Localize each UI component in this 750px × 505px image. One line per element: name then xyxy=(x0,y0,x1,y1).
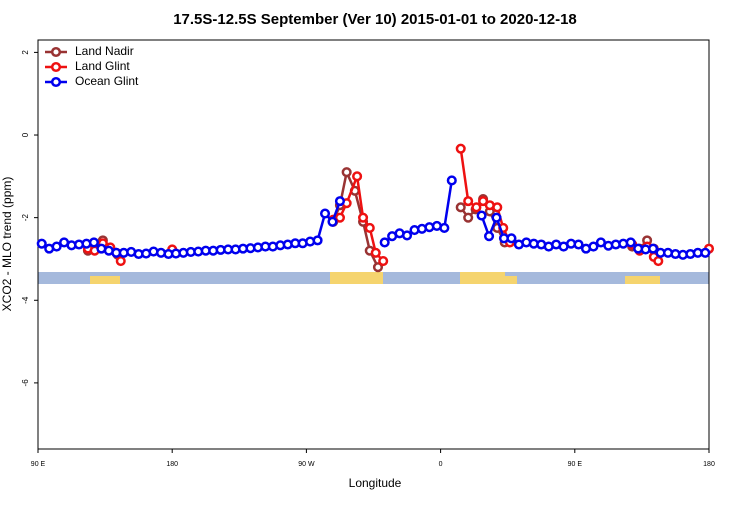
legend-label: Land Nadir xyxy=(75,44,134,58)
data-point xyxy=(402,230,413,241)
data-point xyxy=(648,243,659,254)
data-point xyxy=(484,231,495,242)
data-point xyxy=(573,239,584,250)
data-point xyxy=(327,216,338,227)
land-mask-strip xyxy=(38,272,709,284)
y-tick-label: -4 xyxy=(21,296,30,304)
x-tick-label: 90 E xyxy=(568,461,583,468)
x-tick-label: 0 xyxy=(439,461,443,468)
data-point xyxy=(378,255,389,267)
data-point xyxy=(352,171,363,182)
data-point xyxy=(625,237,636,248)
land-patch xyxy=(460,272,505,284)
land-patch xyxy=(330,272,383,284)
data-point xyxy=(36,238,47,249)
data-point xyxy=(455,143,466,154)
data-point xyxy=(439,222,450,234)
legend-marker xyxy=(50,46,62,58)
data-point xyxy=(491,212,502,223)
data-point xyxy=(334,196,346,207)
y-tick-label: 0 xyxy=(21,132,30,137)
data-point xyxy=(115,255,126,267)
data-point xyxy=(588,241,599,252)
data-point xyxy=(455,202,466,213)
data-point xyxy=(463,212,474,223)
x-axis-label: Longitude xyxy=(349,476,402,490)
legend-label: Land Glint xyxy=(75,59,130,73)
data-point xyxy=(51,241,62,252)
x-tick-label: 180 xyxy=(703,461,715,468)
legend-label: Ocean Glint xyxy=(75,74,139,88)
y-tick-label: -6 xyxy=(21,379,30,387)
data-point xyxy=(358,212,369,223)
y-tick-label: -2 xyxy=(21,214,30,222)
data-point xyxy=(492,202,503,213)
data-point xyxy=(341,167,352,178)
y-axis-label: XCO2 - MLO trend (ppm) xyxy=(0,177,14,312)
data-point xyxy=(88,237,99,248)
x-tick-label: 90 W xyxy=(298,461,315,468)
data-point xyxy=(476,210,487,221)
data-point xyxy=(478,196,489,207)
legend-marker xyxy=(50,76,62,88)
data-point xyxy=(463,196,474,207)
data-point xyxy=(471,202,482,213)
data-point xyxy=(506,233,517,244)
land-patch xyxy=(90,276,120,284)
data-point xyxy=(700,247,711,258)
land-patch xyxy=(505,276,517,284)
data-point xyxy=(334,212,346,223)
y-tick-label: 2 xyxy=(21,50,30,55)
land-patch xyxy=(625,276,660,284)
x-tick-label: 90 E xyxy=(31,461,46,468)
data-point xyxy=(312,235,323,246)
data-point xyxy=(319,208,331,219)
data-point xyxy=(370,247,381,258)
data-point xyxy=(653,255,664,267)
data-point xyxy=(379,237,390,248)
legend-marker xyxy=(50,61,62,73)
x-tick-label: 180 xyxy=(166,461,178,468)
data-point xyxy=(446,175,457,186)
data-point xyxy=(372,262,384,273)
chart-title: 17.5S-12.5S September (Ver 10) 2015-01-0… xyxy=(173,11,577,28)
data-point xyxy=(364,222,375,234)
